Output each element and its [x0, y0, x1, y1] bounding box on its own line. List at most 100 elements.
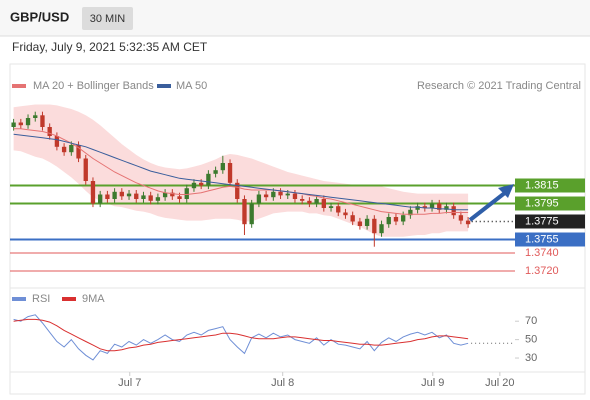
ma-line — [13, 133, 469, 211]
legend-swatch — [157, 84, 171, 88]
candle-body — [393, 217, 399, 222]
candle-body — [256, 194, 262, 204]
candle-body — [235, 182, 240, 199]
candle-body — [177, 196, 182, 199]
candle-body — [451, 206, 456, 216]
candle-body — [379, 224, 384, 234]
candle-body — [69, 145, 74, 153]
candle-body — [328, 206, 334, 208]
candle-body — [314, 199, 319, 204]
candle-body — [54, 136, 60, 147]
candle-body — [119, 191, 124, 197]
level-box — [515, 232, 585, 247]
candle-body — [408, 209, 413, 216]
bollinger-band — [13, 104, 469, 237]
candle-body — [170, 192, 175, 197]
candle-body — [199, 182, 204, 186]
y-tick-label: 50 — [525, 334, 537, 346]
candle-body — [126, 193, 132, 197]
legend-label: 9MA — [82, 293, 105, 305]
candle-body — [148, 195, 153, 201]
legend-label: MA 20 + Bollinger Bands — [33, 80, 154, 92]
arrow-shaft — [468, 190, 508, 222]
interval-badge[interactable] — [82, 7, 133, 30]
candle-body — [278, 191, 283, 196]
x-tick-label: Jul 9 — [421, 377, 444, 389]
candle-body — [336, 206, 341, 213]
candle-body — [444, 206, 449, 210]
candle-body — [415, 206, 420, 210]
candle-body — [98, 194, 103, 204]
candle-body — [83, 158, 88, 181]
candle-body — [350, 215, 355, 222]
chart-frame — [9, 63, 586, 395]
candle-body — [105, 194, 110, 199]
level-label: 1.3815 — [525, 179, 559, 191]
interval[interactable]: 30 MIN — [90, 13, 126, 25]
candle-body — [61, 146, 67, 153]
candle-body — [307, 200, 312, 204]
candle-body — [18, 122, 23, 126]
candle-body — [386, 217, 391, 225]
level-label: 1.3775 — [525, 215, 559, 227]
candle-body — [25, 118, 31, 126]
candle-body — [300, 199, 305, 201]
candle-body — [242, 199, 247, 225]
candle-body — [285, 193, 290, 196]
candle-body — [271, 191, 276, 198]
legend-swatch — [12, 297, 26, 301]
candle-body — [40, 115, 45, 127]
candle-body — [191, 182, 197, 189]
level-label: 1.3720 — [525, 265, 559, 277]
candle-body — [429, 203, 435, 208]
candle-body — [372, 218, 377, 234]
legend-swatch — [62, 297, 76, 301]
candle-body — [206, 173, 211, 186]
forecast-arrow — [468, 184, 514, 222]
symbol: GBP/USD — [10, 9, 69, 24]
plot: 1.3815 1.3795 1.3775 1.3755 1.3740 1.3720 70 50… — [10, 104, 585, 389]
arrow-head — [498, 184, 514, 198]
candle-body — [220, 163, 225, 171]
x-tick-label: Jul 7 — [118, 377, 141, 389]
ma-line — [13, 128, 469, 215]
timestamp: Friday, July 9, 2021 5:32:35 AM CET — [12, 40, 208, 54]
candle-body — [458, 215, 464, 221]
candle-body — [364, 218, 370, 226]
candle-body — [357, 221, 363, 226]
candle-body — [263, 194, 269, 198]
legend-swatch — [12, 84, 26, 88]
level-label: 1.3795 — [525, 197, 559, 209]
candle-body — [343, 212, 348, 216]
level-box — [515, 214, 585, 229]
candle-body — [134, 193, 139, 199]
candle-body — [47, 127, 52, 136]
candle-body — [33, 115, 38, 118]
legend-label: MA 50 — [176, 80, 207, 92]
candle-body — [184, 188, 189, 199]
level-label: 1.3740 — [525, 247, 559, 259]
candle-body — [162, 192, 168, 198]
series-line — [13, 314, 469, 361]
candle-body — [141, 195, 146, 199]
level-box — [515, 196, 585, 211]
candle-body — [213, 170, 218, 174]
candle-body — [249, 203, 254, 225]
y-tick-label: 70 — [525, 315, 537, 327]
candle-body — [401, 215, 406, 222]
y-tick-label: 30 — [525, 352, 537, 364]
x-tick-label: Jul 8 — [271, 377, 294, 389]
candle-body — [112, 191, 117, 199]
legend-label: RSI — [32, 293, 50, 305]
level-box — [515, 178, 585, 193]
candle-body — [422, 206, 427, 208]
level-label: 1.3755 — [525, 233, 559, 245]
candle-body — [90, 181, 96, 204]
credit: Research © 2021 Trading Central — [417, 80, 581, 92]
candle-body — [292, 193, 298, 199]
candle-body — [321, 199, 326, 208]
x-tick-label: Jul 20 — [485, 377, 514, 389]
candle-body — [155, 197, 161, 201]
